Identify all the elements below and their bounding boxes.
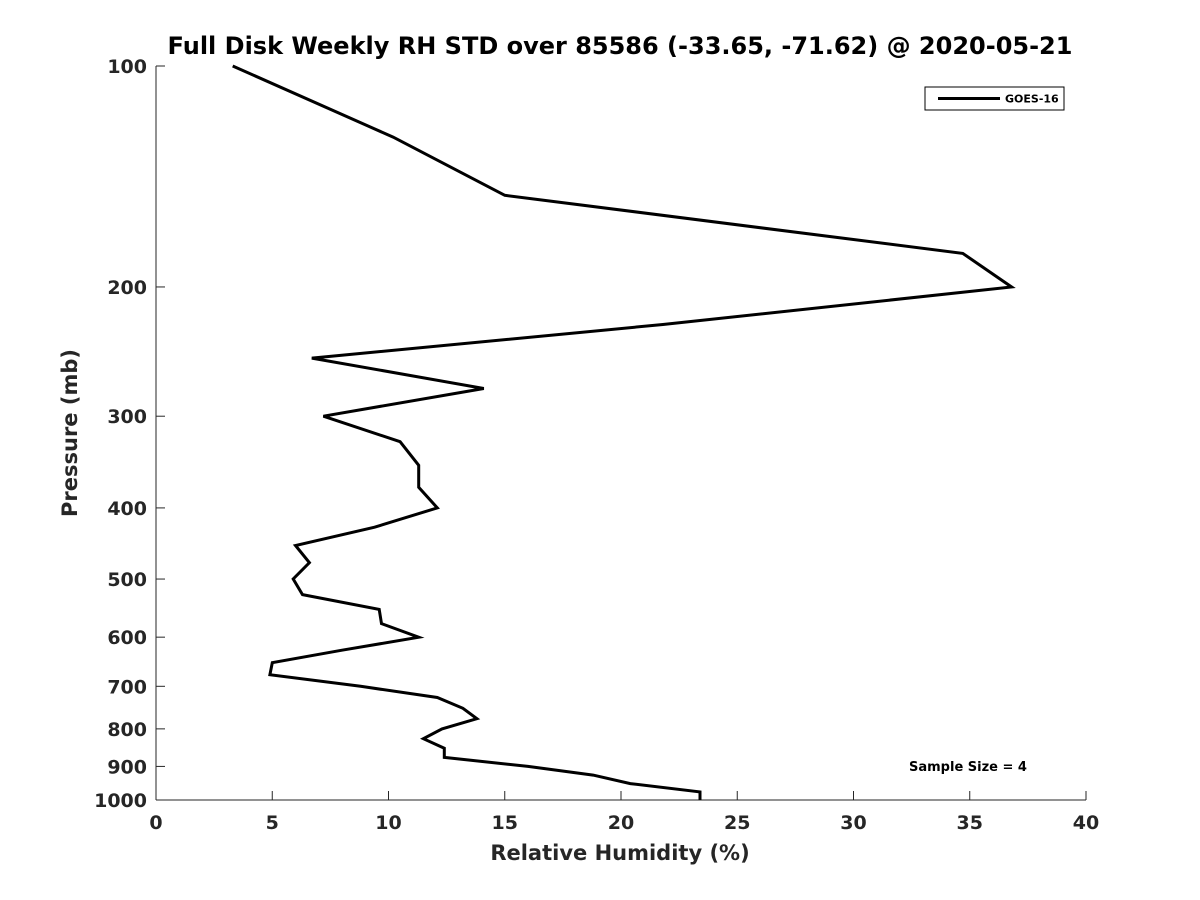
x-tick-label: 35 [957,812,983,834]
y-tick-label: 100 [107,56,147,78]
sample-size-annotation: Sample Size = 4 [909,760,1027,775]
y-tick-label: 300 [107,406,147,428]
x-tick-label: 40 [1073,812,1099,834]
y-tick-label: 400 [107,498,147,520]
x-tick-label: 0 [149,812,162,834]
x-tick-label: 20 [608,812,634,834]
x-tick-label: 5 [266,812,279,834]
legend-label-goes16: GOES-16 [1005,93,1059,106]
y-tick-label: 900 [107,756,147,778]
x-tick-label: 30 [840,812,866,834]
y-axis-label: Pressure (mb) [58,349,82,517]
x-tick-label: 15 [492,812,518,834]
x-axis-label: Relative Humidity (%) [490,841,749,865]
series-line-goes-16 [232,64,1016,800]
x-tick-label: 10 [375,812,401,834]
y-tick-label: 1000 [94,790,147,812]
y-tick-label: 700 [107,676,147,698]
chart-title: Full Disk Weekly RH STD over 85586 (-33.… [168,32,1073,60]
legend: GOES-16 [924,86,1065,111]
series-layer [232,64,1016,800]
y-tick-label: 500 [107,569,147,591]
x-tick-label: 25 [724,812,750,834]
y-tick-label: 200 [107,277,147,299]
y-tick-label: 600 [107,627,147,649]
axes: 0 5 10 15 20 25 30 35 40 100 200 300 400 500 600 700 800… [94,56,1099,834]
y-tick-label: 800 [107,719,147,741]
